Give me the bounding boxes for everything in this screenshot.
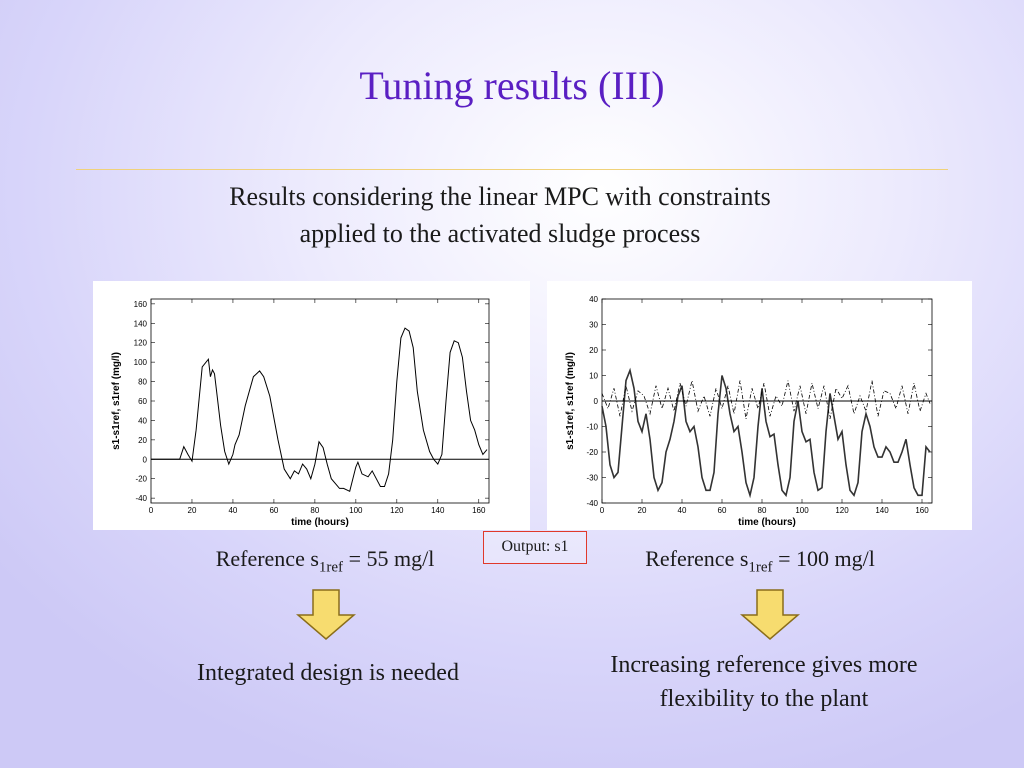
output-note: Output: s1 [483, 531, 587, 564]
chart0-y-tick-label: 20 [138, 436, 147, 445]
chart1-x-tick-label: 40 [678, 506, 687, 515]
chart1-y-tick-label: -40 [586, 499, 598, 508]
slide-title: Tuning results (III) [359, 63, 665, 108]
left-ref-suffix: = 55 mg/l [343, 546, 435, 571]
chart0-x-tick-label: 120 [390, 506, 404, 515]
left-ref-sub: 1ref [318, 559, 344, 576]
chart0-plot-frame [150, 298, 490, 504]
chart0-x-tick-label: 20 [188, 506, 197, 515]
chart1-x-tick-label: 100 [795, 506, 809, 515]
left-ref-prefix: Reference s [215, 546, 319, 571]
chart1-x-tick-label: 0 [600, 506, 605, 515]
subtitle-line-1: Results considering the linear MPC with … [229, 182, 771, 211]
left-conclusion-line-1: Integrated design is needed [197, 660, 459, 686]
chart0-y-axis-label: s1-s1ref, s1ref (mg/l) [111, 352, 122, 450]
chart1-y-tick-label: 40 [589, 295, 598, 304]
chart0-x-tick-label: 140 [431, 506, 445, 515]
left-conclusion: Integrated design is needed [130, 656, 526, 690]
chart0-y-tick-label: 0 [143, 455, 148, 464]
chart0-x-axis-label: time (hours) [291, 517, 349, 528]
chart0-x-tick-label: 160 [472, 506, 486, 515]
chart0-y-tick-label: 160 [134, 300, 148, 309]
right-conclusion-line-2: flexibility to the plant [659, 686, 869, 712]
chart0-y-tick-label: 80 [138, 378, 147, 387]
chart1-series-solid-line [601, 367, 931, 499]
left-chart: 0 20 40 60 80 100 120 140 160 -40 -20 0 20 40 60 80 100 1… [111, 298, 490, 528]
chart1-y-tick-label: -10 [586, 423, 598, 432]
chart0-x-tick-label: 100 [349, 506, 363, 515]
chart0-y-tick-label: 100 [134, 358, 148, 367]
chart0-x-tick-label: 80 [310, 506, 319, 515]
chart1-y-tick-label: -20 [586, 448, 598, 457]
chart1-x-tick-label: 60 [718, 506, 727, 515]
chart0-y-tick-label: 60 [138, 397, 147, 406]
right-conclusion: Increasing reference gives more flexibil… [560, 648, 968, 716]
chart1-x-tick-label: 160 [915, 506, 929, 515]
chart1-y-axis-label: s1-s1ref, s1ref (mg/l) [565, 352, 576, 450]
chart1-y-tick-label: 10 [589, 372, 598, 381]
chart1-y-tick-label: 20 [589, 346, 598, 355]
left-reference-caption: Reference s1ref = 55 mg/l [150, 546, 500, 576]
right-conclusion-line-1: Increasing reference gives more [610, 652, 918, 678]
subtitle-line-2: applied to the activated sludge process [299, 219, 701, 248]
chart1-x-tick-label: 20 [638, 506, 647, 515]
left-chart-panel: 0 20 40 60 80 100 120 140 160 -40 -20 0 20 40 60 80 100 1… [93, 281, 530, 530]
chart1-x-tick-label: 120 [835, 506, 849, 515]
chart1-y-tick-label: 0 [594, 397, 599, 406]
chart1-x-tick-label: 80 [758, 506, 767, 515]
chart0-x-tick-label: 40 [228, 506, 237, 515]
chart0-y-tick-label: -20 [135, 475, 147, 484]
chart0-y-tick-label: 120 [134, 339, 148, 348]
right-ref-sub: 1ref [748, 559, 773, 576]
chart1-x-axis-label: time (hours) [738, 517, 796, 528]
right-down-arrow-icon [740, 589, 800, 640]
chart0-y-tick-label: -40 [135, 494, 147, 503]
right-chart: 0 20 40 60 80 100 120 140 160 -40 -30 -20 -10 0 10 20 30… [565, 295, 933, 528]
chart1-y-tick-label: 30 [589, 321, 598, 330]
chart1-x-tick-label: 140 [875, 506, 889, 515]
title-divider [76, 169, 948, 170]
chart1-y-tick-label: -30 [586, 474, 598, 483]
chart0-x-tick-label: 0 [149, 506, 154, 515]
slide-subtitle: Results considering the linear MPC with … [150, 178, 850, 252]
right-chart-panel: 0 20 40 60 80 100 120 140 160 -40 -30 -20 -10 0 10 20 30… [547, 281, 972, 530]
chart0-y-tick-label: 40 [138, 416, 147, 425]
right-ref-suffix: = 100 mg/l [772, 546, 875, 571]
chart0-y-tick-label: 140 [134, 319, 148, 328]
chart0-series-solid-line [151, 327, 488, 493]
right-ref-prefix: Reference s [645, 546, 749, 571]
right-reference-caption: Reference s1ref = 100 mg/l [585, 546, 935, 576]
chart1-series-dashdot-line [601, 380, 931, 419]
chart0-x-tick-label: 60 [269, 506, 278, 515]
left-down-arrow-icon [296, 589, 356, 640]
